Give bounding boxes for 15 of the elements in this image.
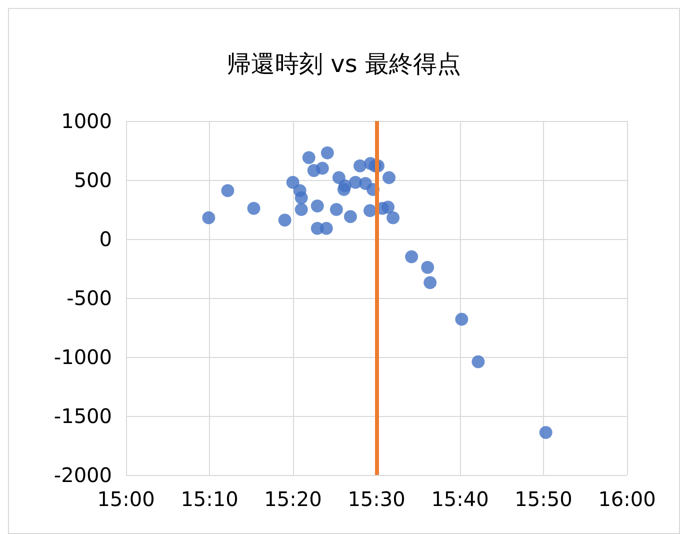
y-tick-label: -1500 [54,404,112,428]
x-tick-label: 15:50 [514,487,572,511]
x-tick-label: 15:20 [264,487,322,511]
y-tick-label: -1000 [54,345,112,369]
y-tick-label: -2000 [54,463,112,487]
x-tick-label: 15:40 [431,487,489,511]
x-tick-label: 15:10 [180,487,238,511]
y-tick-label: 0 [99,227,112,251]
chart-title: 帰還時刻 vs 最終得点 [227,50,461,78]
x-tick-label: 15:00 [97,487,155,511]
x-tick-label: 15:30 [348,487,406,511]
y-tick-label: 500 [74,168,112,192]
y-tick-label: 1000 [61,109,112,133]
y-tick-label: -500 [66,286,112,310]
x-tick-label: 16:00 [598,487,656,511]
